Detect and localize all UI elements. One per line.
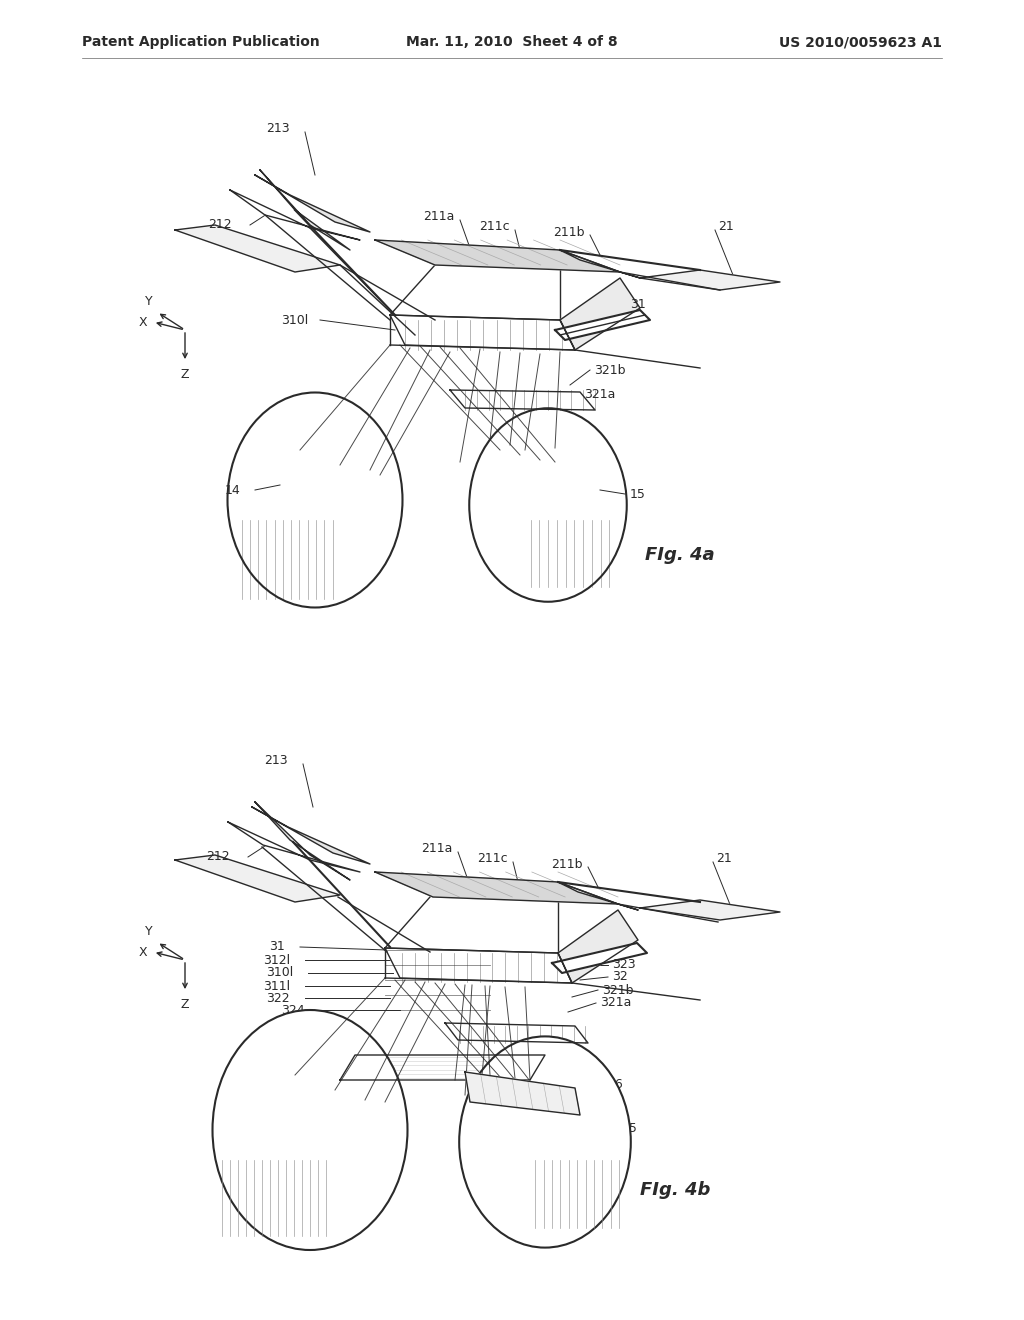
Polygon shape	[465, 1072, 580, 1115]
Polygon shape	[385, 948, 572, 983]
Text: 211a: 211a	[424, 210, 455, 223]
Text: 21: 21	[716, 853, 732, 866]
Ellipse shape	[459, 1036, 631, 1247]
Polygon shape	[558, 882, 638, 909]
Polygon shape	[560, 249, 640, 279]
Text: 31: 31	[630, 298, 646, 312]
Text: 15: 15	[630, 487, 646, 500]
Text: X: X	[138, 945, 147, 958]
Polygon shape	[640, 271, 780, 290]
Text: 213: 213	[266, 121, 290, 135]
Polygon shape	[555, 310, 650, 341]
Text: Patent Application Publication: Patent Application Publication	[82, 36, 319, 49]
Polygon shape	[375, 240, 620, 272]
Polygon shape	[560, 279, 640, 350]
Text: 21: 21	[718, 220, 734, 234]
Text: 211b: 211b	[552, 858, 583, 870]
Polygon shape	[450, 389, 595, 411]
Text: 321a: 321a	[584, 388, 615, 401]
Text: 321b: 321b	[594, 363, 626, 376]
Polygon shape	[255, 176, 370, 232]
Text: US 2010/0059623 A1: US 2010/0059623 A1	[779, 36, 942, 49]
Text: 211c: 211c	[479, 220, 510, 234]
Text: 321a: 321a	[600, 997, 632, 1010]
Text: Y: Y	[145, 294, 153, 308]
Ellipse shape	[213, 1010, 408, 1250]
Polygon shape	[445, 1023, 588, 1043]
Text: 322: 322	[266, 991, 290, 1005]
Polygon shape	[375, 873, 618, 904]
Text: 312l: 312l	[263, 953, 290, 966]
Text: 16: 16	[608, 1077, 624, 1090]
Polygon shape	[552, 942, 647, 973]
Text: FIg. 4a: FIg. 4a	[645, 546, 715, 564]
Polygon shape	[255, 803, 350, 880]
Text: 14: 14	[216, 1122, 232, 1134]
Text: 212: 212	[208, 219, 232, 231]
Polygon shape	[390, 315, 575, 350]
Text: 213: 213	[264, 754, 288, 767]
Text: 212: 212	[207, 850, 230, 863]
Text: 321b: 321b	[602, 983, 634, 997]
Text: 32: 32	[612, 970, 628, 983]
Text: Y: Y	[145, 925, 153, 939]
Polygon shape	[175, 224, 340, 272]
Text: Mar. 11, 2010  Sheet 4 of 8: Mar. 11, 2010 Sheet 4 of 8	[407, 36, 617, 49]
Text: 310l: 310l	[266, 966, 293, 979]
Polygon shape	[640, 900, 780, 920]
Polygon shape	[230, 190, 360, 240]
Text: 211a: 211a	[422, 842, 453, 854]
Text: 211b: 211b	[554, 226, 585, 239]
Polygon shape	[252, 807, 370, 865]
Text: 211c: 211c	[477, 853, 508, 866]
Text: Z: Z	[181, 998, 189, 1011]
Text: FIg. 4b: FIg. 4b	[640, 1181, 711, 1199]
Text: 15: 15	[622, 1122, 638, 1134]
Text: 324: 324	[282, 1003, 305, 1016]
Text: Z: Z	[181, 368, 189, 381]
Text: 14: 14	[224, 483, 240, 496]
Polygon shape	[340, 1055, 545, 1080]
Polygon shape	[260, 170, 350, 249]
Polygon shape	[228, 822, 360, 873]
Text: 17: 17	[264, 1056, 280, 1068]
Text: 31: 31	[269, 940, 285, 953]
Polygon shape	[175, 855, 340, 902]
Text: 311l: 311l	[263, 979, 290, 993]
Polygon shape	[558, 909, 638, 983]
Text: 310l: 310l	[281, 314, 308, 326]
Text: 323: 323	[612, 958, 636, 972]
Text: X: X	[138, 315, 147, 329]
